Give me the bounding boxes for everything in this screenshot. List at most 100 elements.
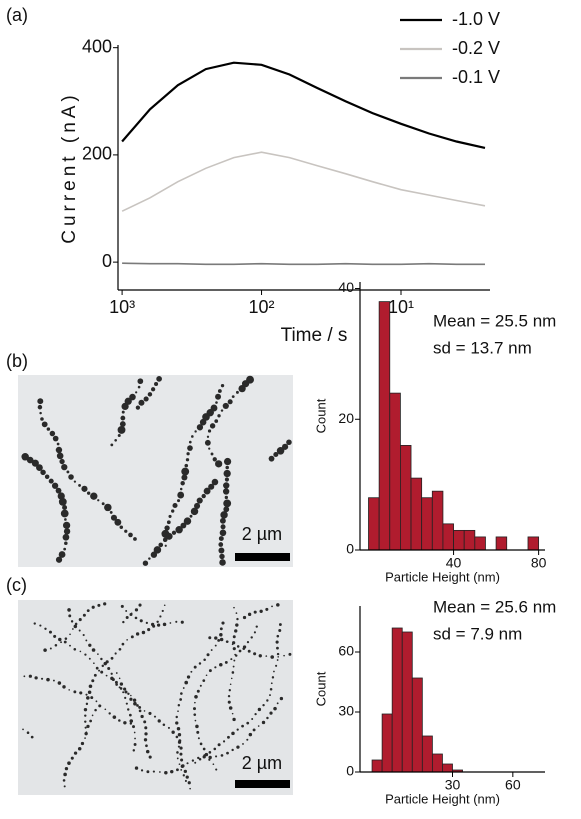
particle (39, 624, 42, 627)
particle (135, 405, 141, 410)
particle (208, 669, 212, 673)
particle (44, 474, 50, 480)
particle (85, 731, 88, 734)
particle (36, 464, 43, 471)
particle (262, 703, 265, 707)
particle (129, 697, 133, 701)
particle (218, 547, 225, 554)
particle (208, 755, 212, 760)
particle (97, 603, 101, 607)
particle (276, 659, 279, 661)
particle (261, 720, 266, 725)
particle (60, 509, 69, 518)
particle (124, 529, 128, 533)
particle (235, 612, 238, 615)
particle (150, 622, 155, 627)
particle (193, 665, 197, 669)
particle (59, 458, 65, 465)
particle (183, 517, 192, 525)
particle (175, 526, 183, 534)
particle (118, 647, 122, 651)
y-tick-label: 60 (338, 643, 354, 659)
particle (169, 622, 172, 624)
particle (78, 629, 81, 632)
particle (206, 653, 210, 657)
legend-label: -0.2 V (452, 38, 500, 58)
bar (391, 627, 403, 773)
particle (180, 522, 187, 529)
bar (495, 536, 508, 551)
particle (137, 378, 144, 385)
scale-bar (235, 780, 290, 788)
particle (157, 719, 161, 723)
particle (253, 610, 257, 614)
particle (220, 409, 224, 412)
particle (231, 748, 234, 752)
particle (252, 728, 256, 732)
particle (223, 499, 232, 508)
bar (368, 497, 380, 551)
particle (130, 635, 134, 639)
particle (223, 506, 230, 513)
particle (126, 639, 128, 641)
bar (442, 763, 453, 773)
particle (277, 656, 279, 658)
particle (185, 458, 190, 462)
particle (204, 439, 211, 446)
particle (140, 714, 144, 719)
bar (453, 529, 465, 551)
particle (86, 609, 90, 613)
series-line (121, 151, 486, 212)
x-tick-label: 10² (249, 297, 275, 317)
particle (231, 395, 235, 399)
particle (86, 491, 91, 495)
particle (130, 612, 133, 615)
particle (177, 710, 179, 713)
particle (84, 714, 87, 717)
particle (202, 747, 206, 751)
particle (175, 620, 178, 623)
particle (271, 605, 273, 608)
particle (199, 418, 207, 426)
particle (53, 634, 57, 638)
y-tick-label: 20 (338, 410, 354, 426)
particle (138, 603, 142, 607)
particle (123, 721, 127, 725)
particle (43, 648, 47, 652)
particle (152, 770, 155, 773)
particle (231, 712, 234, 715)
particle (128, 713, 132, 717)
particle (73, 480, 77, 483)
particle (127, 708, 130, 711)
particle (62, 521, 71, 529)
bar (527, 536, 540, 551)
particle (177, 732, 182, 737)
particle (95, 700, 98, 703)
particle (82, 633, 85, 637)
x-tick-label: 40 (446, 555, 462, 571)
particle (196, 730, 200, 734)
particle (276, 652, 280, 656)
particle (196, 497, 203, 504)
particle (215, 768, 218, 771)
particle (109, 511, 113, 514)
particle (188, 440, 192, 444)
particle (148, 711, 152, 715)
particle (215, 393, 222, 400)
particle (63, 640, 67, 644)
particle (132, 725, 135, 729)
particle (118, 677, 121, 680)
y-tick-label: 200 (82, 144, 112, 164)
particle (46, 677, 50, 682)
particle (196, 689, 200, 693)
bar (411, 677, 423, 773)
particle (145, 744, 148, 748)
particle (232, 717, 236, 722)
particle (26, 731, 30, 735)
particle (78, 618, 82, 622)
panel-label: (a) (6, 5, 28, 25)
particle (270, 655, 275, 659)
particle (112, 715, 117, 719)
particle (69, 644, 71, 647)
particle (259, 609, 263, 613)
